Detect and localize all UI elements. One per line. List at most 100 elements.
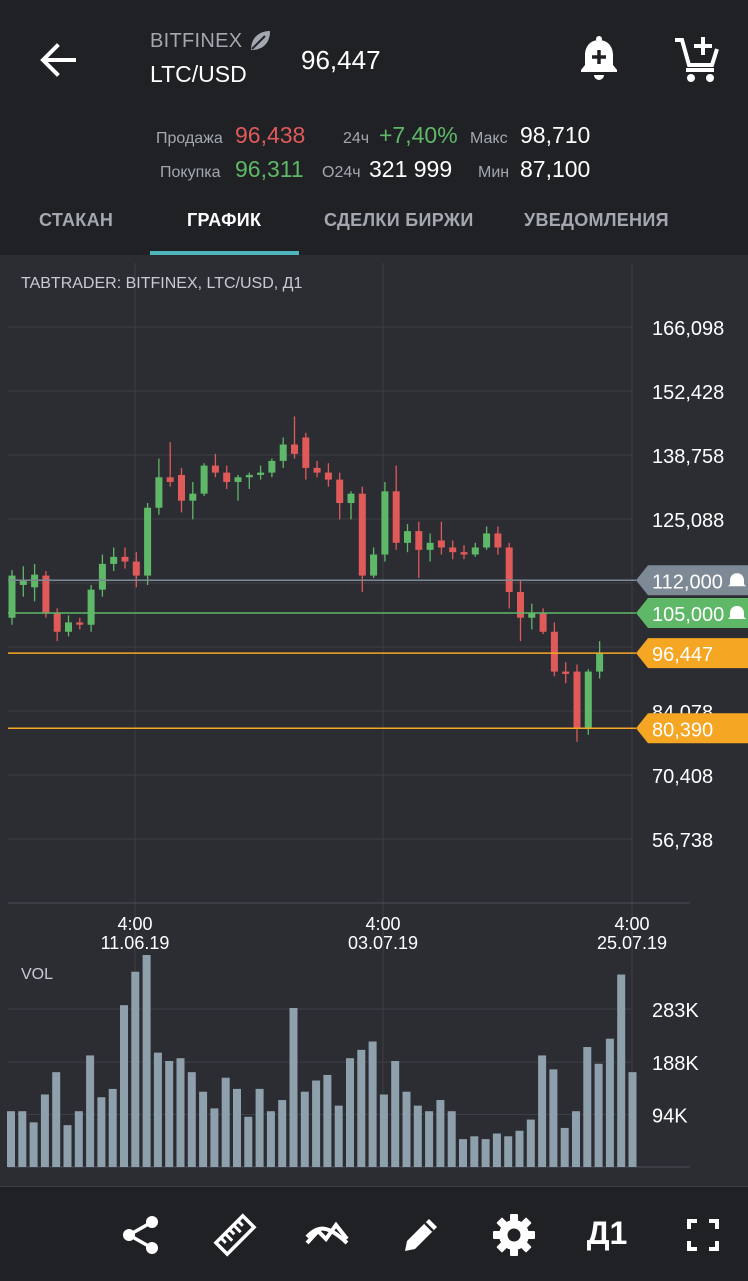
share-icon xyxy=(123,1216,158,1254)
indicators-button[interactable] xyxy=(304,1212,350,1258)
high-value: 98,710 xyxy=(520,122,591,148)
tab-notifications[interactable]: УВЕДОМЛЕНИЯ xyxy=(524,210,669,230)
volume-bar xyxy=(481,1139,490,1167)
buy-label: Покупка xyxy=(160,164,221,181)
candle xyxy=(144,503,152,585)
candle xyxy=(539,608,547,635)
volume-bar xyxy=(108,1088,117,1167)
volume-bar xyxy=(323,1074,332,1167)
price-line[interactable]: 96,447 xyxy=(8,638,748,669)
candle xyxy=(517,580,524,642)
low-value: 87,100 xyxy=(520,156,591,182)
currency-pair[interactable]: LTC/USD xyxy=(150,61,247,87)
price-line-label: 105,000 xyxy=(652,604,724,626)
volume-bar xyxy=(165,1061,174,1167)
volume-bar xyxy=(176,1058,185,1167)
add-alert-button[interactable] xyxy=(575,34,623,84)
draw-button[interactable] xyxy=(398,1212,444,1258)
price-line[interactable]: 112,000 xyxy=(8,565,748,596)
price-axis: 166,098152,428138,758125,08884,07870,408… xyxy=(652,318,724,852)
tab-exchange-trades[interactable]: СДЕЛКИ БИРЖИ xyxy=(324,210,474,230)
volume-bar xyxy=(459,1139,467,1167)
candle xyxy=(313,460,321,478)
volume-label: VOL xyxy=(21,966,53,983)
sell-label: Продажа xyxy=(156,130,223,147)
add-to-portfolio-button[interactable] xyxy=(672,34,722,84)
price-chart[interactable]: TABTRADER: BITFINEX, LTC/USD, Д1 166,098… xyxy=(0,255,748,1186)
candle xyxy=(166,442,174,487)
candle xyxy=(358,486,366,592)
volume-bar xyxy=(346,1058,354,1167)
volume-bar xyxy=(289,1008,298,1167)
volume-bar xyxy=(515,1130,524,1167)
price-line[interactable]: 105,000 xyxy=(8,598,748,629)
candle xyxy=(415,521,423,578)
candle xyxy=(189,481,197,520)
exchange-name: BITFINEX xyxy=(150,30,243,52)
back-button[interactable] xyxy=(30,36,86,84)
bell-plus-icon xyxy=(581,36,617,80)
candle xyxy=(19,566,27,597)
candle xyxy=(178,467,185,513)
candle xyxy=(392,465,400,550)
date-tick-label: 25.07.19 xyxy=(597,933,667,953)
candle xyxy=(347,491,355,520)
leaf-icon xyxy=(251,31,270,50)
candle xyxy=(505,542,513,609)
price-line-label-bg xyxy=(636,565,748,596)
time-tick-label: 4:00 xyxy=(614,914,649,934)
volume-bars xyxy=(7,955,637,1167)
ruler-button[interactable] xyxy=(212,1212,258,1258)
timeframe-button[interactable]: Д1 xyxy=(586,1214,628,1251)
volume-bar xyxy=(187,1072,196,1167)
price-line-label: 96,447 xyxy=(652,644,713,666)
candles xyxy=(8,416,604,742)
volume-bar xyxy=(300,1091,309,1167)
volume-bar xyxy=(628,1072,637,1167)
candle xyxy=(279,437,287,468)
tab-chart[interactable]: ГРАФИК xyxy=(187,210,262,230)
date-tick-label: 11.06.19 xyxy=(101,933,170,953)
volume-label: О24ч xyxy=(322,164,361,181)
candle xyxy=(42,570,50,618)
fullscreen-button[interactable] xyxy=(680,1212,726,1258)
volume-bar xyxy=(266,1111,275,1167)
date-tick-label: 03.07.19 xyxy=(348,933,418,953)
candle xyxy=(268,458,276,478)
candle xyxy=(596,641,604,679)
high-label: Макс xyxy=(470,130,508,147)
price-tick-label: 166,098 xyxy=(652,318,724,340)
volume-bar xyxy=(368,1041,377,1167)
volume-bar xyxy=(436,1100,445,1167)
volume-tick-label: 94K xyxy=(652,1106,688,1128)
candle xyxy=(121,547,129,569)
top-bar xyxy=(0,0,748,255)
volume-bar xyxy=(605,1038,614,1167)
price-tick-label: 152,428 xyxy=(652,382,724,404)
candle xyxy=(336,472,344,520)
volume-bar xyxy=(549,1069,558,1167)
price-line-label-bg xyxy=(636,598,748,629)
bottom-toolbar xyxy=(0,1186,748,1281)
price-line[interactable]: 80,390 xyxy=(8,713,748,744)
volume-bar xyxy=(29,1122,38,1167)
candle xyxy=(550,622,558,677)
candle xyxy=(291,416,298,459)
volume-bar xyxy=(402,1091,411,1167)
share-button[interactable] xyxy=(118,1212,164,1258)
candle xyxy=(8,569,16,625)
volume-bar xyxy=(40,1094,49,1167)
candle xyxy=(324,463,332,487)
time-tick-label: 4:00 xyxy=(365,914,400,934)
candle xyxy=(155,458,163,515)
volume-bar xyxy=(334,1105,343,1167)
volume-tick-label: 283K xyxy=(652,1000,699,1022)
settings-button[interactable] xyxy=(491,1212,537,1258)
price-line-label-bg xyxy=(636,713,748,744)
tab-order-book[interactable]: СТАКАН xyxy=(39,210,114,230)
price-tick-label: 56,738 xyxy=(652,830,713,852)
candle xyxy=(76,617,84,630)
ruler-icon xyxy=(213,1213,257,1257)
candle xyxy=(98,554,106,597)
